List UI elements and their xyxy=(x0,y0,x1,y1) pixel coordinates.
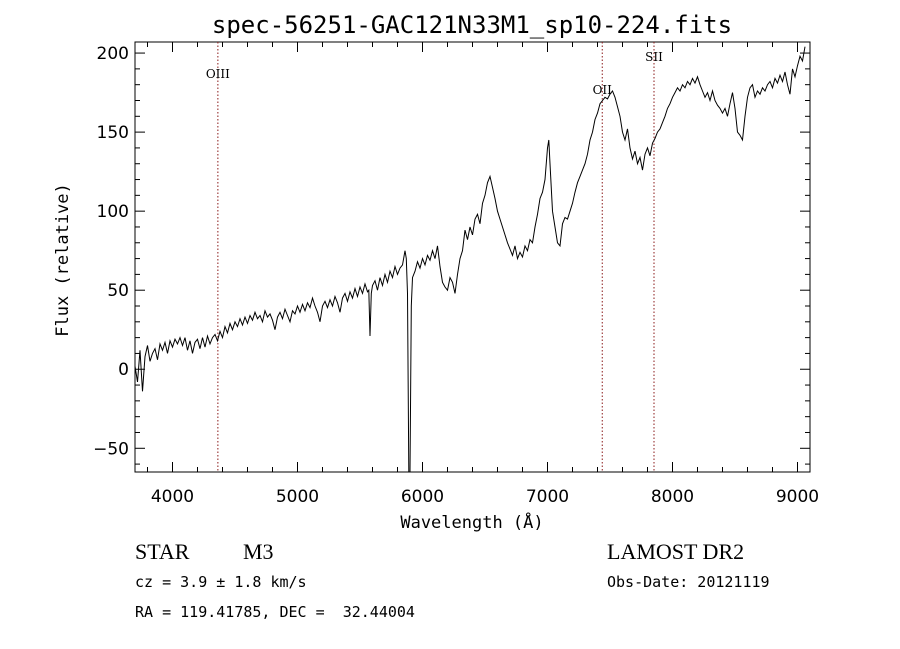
x-tick-label: 4000 xyxy=(151,487,194,507)
x-tick-label: 9000 xyxy=(776,487,819,507)
x-tick-label: 6000 xyxy=(401,487,444,507)
y-tick-label: 200 xyxy=(97,44,129,64)
spectral-line-markers: OIII OII SII xyxy=(206,42,663,472)
y-axis-label: Flux (relative) xyxy=(53,183,73,337)
redshift-cz: cz = 3.9 ± 1.8 km/s xyxy=(135,573,307,591)
plot-frame xyxy=(134,41,811,473)
object-type: STAR xyxy=(135,539,190,564)
coordinates: RA = 119.41785, DEC = 32.44004 xyxy=(135,603,415,621)
y-tick-label: 150 xyxy=(97,123,129,143)
marker-label-oiii: OIII xyxy=(206,67,230,81)
x-axis-label: Wavelength (Å) xyxy=(400,511,543,533)
x-tick-label: 7000 xyxy=(526,487,569,507)
marker-label-sii: SII xyxy=(645,50,663,64)
spectral-subclass: M3 xyxy=(243,539,274,564)
axis-ticks: 4000 5000 6000 7000 8000 9000 −50 0 50 100 150 200 xyxy=(93,42,819,507)
chart-title: spec-56251-GAC121N33M1_sp10-224.fits xyxy=(212,11,732,39)
y-tick-label: 100 xyxy=(97,202,129,222)
observation-date: Obs-Date: 20121119 xyxy=(607,573,770,591)
marker-label-oii: OII xyxy=(593,83,613,97)
y-tick-label: 50 xyxy=(107,281,129,301)
survey-name: LAMOST DR2 xyxy=(607,539,745,564)
spectrum-line xyxy=(134,46,806,473)
y-tick-label: 0 xyxy=(118,360,129,380)
y-tick-label: −50 xyxy=(93,439,129,459)
x-tick-label: 5000 xyxy=(276,487,319,507)
x-tick-label: 8000 xyxy=(651,487,694,507)
